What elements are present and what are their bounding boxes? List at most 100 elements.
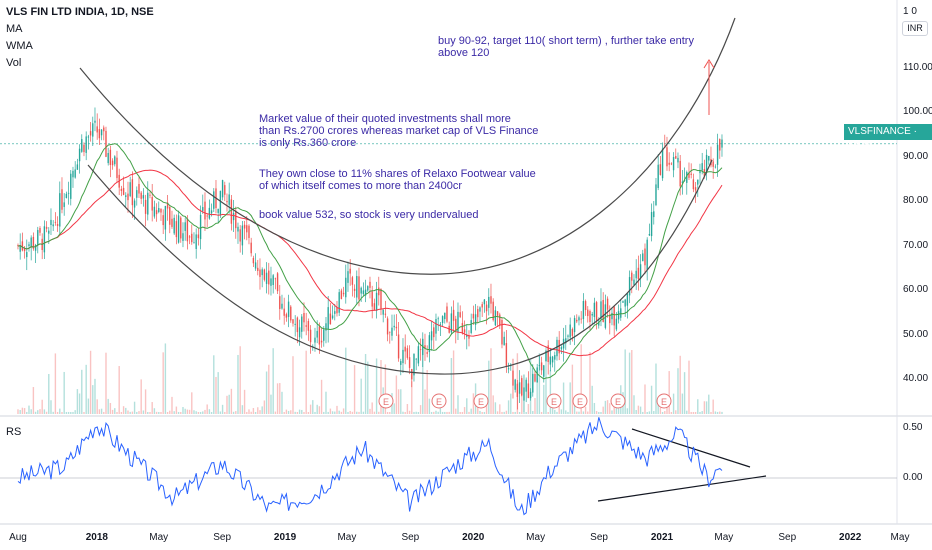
volume-bar: [672, 393, 675, 414]
candle-body: [694, 187, 697, 191]
volume-bar: [393, 403, 395, 414]
volume-bar: [679, 355, 681, 414]
rs-series-line: [17, 417, 723, 516]
volume-bar: [239, 346, 241, 414]
volume-bar: [257, 407, 259, 414]
candle-body: [716, 144, 719, 165]
candle-body: [415, 358, 417, 360]
volume-bar: [400, 389, 402, 414]
volume-bar: [329, 408, 332, 414]
volume-bar: [534, 398, 536, 414]
candle-body: [547, 345, 549, 363]
candle-body: [690, 173, 692, 175]
volume-bar: [78, 393, 81, 414]
volume-bar: [74, 410, 76, 414]
candle-body: [193, 242, 195, 244]
volume-bar: [272, 348, 274, 414]
candle-body: [400, 361, 402, 365]
vol-legend[interactable]: Vol: [6, 57, 22, 69]
note-line: than Rs.2700 crores whereas market cap o…: [259, 125, 539, 137]
candle-body: [598, 321, 600, 326]
candle-body: [395, 326, 398, 329]
candle-body: [582, 301, 585, 320]
candle-body: [153, 206, 156, 217]
volume-bar: [160, 411, 162, 414]
volume-bar: [565, 410, 567, 414]
candle-body: [371, 291, 373, 307]
volume-bar: [591, 385, 593, 414]
candle-body: [611, 312, 613, 320]
rs-lower-triangle-line: [597, 475, 767, 502]
note-line: Market value of their quoted investments…: [259, 113, 511, 125]
candle-body: [452, 309, 455, 321]
volume-bar: [109, 402, 112, 414]
candle-body: [551, 356, 554, 363]
candle-body: [23, 248, 26, 252]
volume-bar: [402, 411, 404, 414]
volume-bar: [604, 400, 607, 414]
volume-bar: [490, 348, 492, 414]
candle-body: [239, 229, 241, 242]
candle-body: [578, 317, 580, 321]
candle-body: [206, 215, 208, 217]
volume-bar: [573, 400, 576, 414]
volume-bar: [347, 411, 349, 414]
candle-body: [358, 276, 360, 300]
candle-body: [499, 314, 501, 326]
y-tick-label: 110.00: [903, 61, 932, 73]
candle-body: [67, 192, 70, 194]
candle-body: [213, 191, 215, 209]
currency-badge[interactable]: INR: [902, 21, 928, 36]
candle-body: [191, 233, 193, 243]
rs-legend[interactable]: RS: [6, 426, 22, 438]
x-tick-label: May: [714, 532, 734, 543]
volume-bar: [606, 400, 609, 414]
volume-bar: [384, 364, 387, 414]
volume-bar: [34, 411, 37, 414]
note-line: They own close to 11% shares of Relaxo F…: [259, 168, 536, 180]
volume-bar: [290, 410, 292, 414]
candle-body: [120, 188, 123, 191]
volume-bar: [639, 406, 642, 414]
candle-body: [254, 262, 257, 269]
candle-body: [516, 383, 519, 397]
candle-body: [488, 296, 490, 308]
candle-body: [631, 272, 633, 281]
volume-bar: [283, 412, 285, 414]
volume-bar: [499, 404, 501, 414]
symbol-title[interactable]: VLS FIN LTD INDIA, 1D, NSE: [6, 6, 154, 18]
volume-bar: [125, 407, 127, 414]
candles: [17, 107, 723, 413]
candle-body: [307, 321, 310, 331]
volume-bar: [252, 408, 255, 414]
volume-bar: [644, 384, 646, 414]
volume-bar: [98, 409, 101, 414]
wma-legend[interactable]: WMA: [6, 40, 33, 52]
volume-bar: [171, 396, 173, 414]
candle-body: [386, 318, 389, 335]
candle-body: [235, 210, 237, 229]
candle-body: [316, 330, 318, 338]
volume-bar: [215, 376, 217, 414]
candle-body: [149, 194, 151, 196]
grid: [0, 0, 932, 525]
volume-bar: [439, 403, 442, 414]
candle-body: [646, 239, 648, 270]
volume-bar: [518, 411, 521, 414]
candle-body: [668, 162, 670, 165]
candle-body: [397, 334, 400, 359]
candle-body: [342, 292, 345, 295]
candle-body: [347, 271, 349, 283]
candle-body: [265, 272, 268, 284]
volume-bar: [452, 350, 455, 414]
volume-bar: [540, 411, 543, 414]
y-tick-label: 100.00: [903, 106, 932, 118]
volume-bar: [595, 411, 598, 414]
candle-body: [666, 147, 668, 167]
candle-body: [692, 179, 695, 190]
x-tick-label: 2022: [839, 532, 862, 543]
note-line: above 120: [438, 47, 490, 59]
ma-legend[interactable]: MA: [6, 23, 23, 35]
volume-bar: [219, 411, 222, 414]
volume-bar: [600, 411, 602, 414]
